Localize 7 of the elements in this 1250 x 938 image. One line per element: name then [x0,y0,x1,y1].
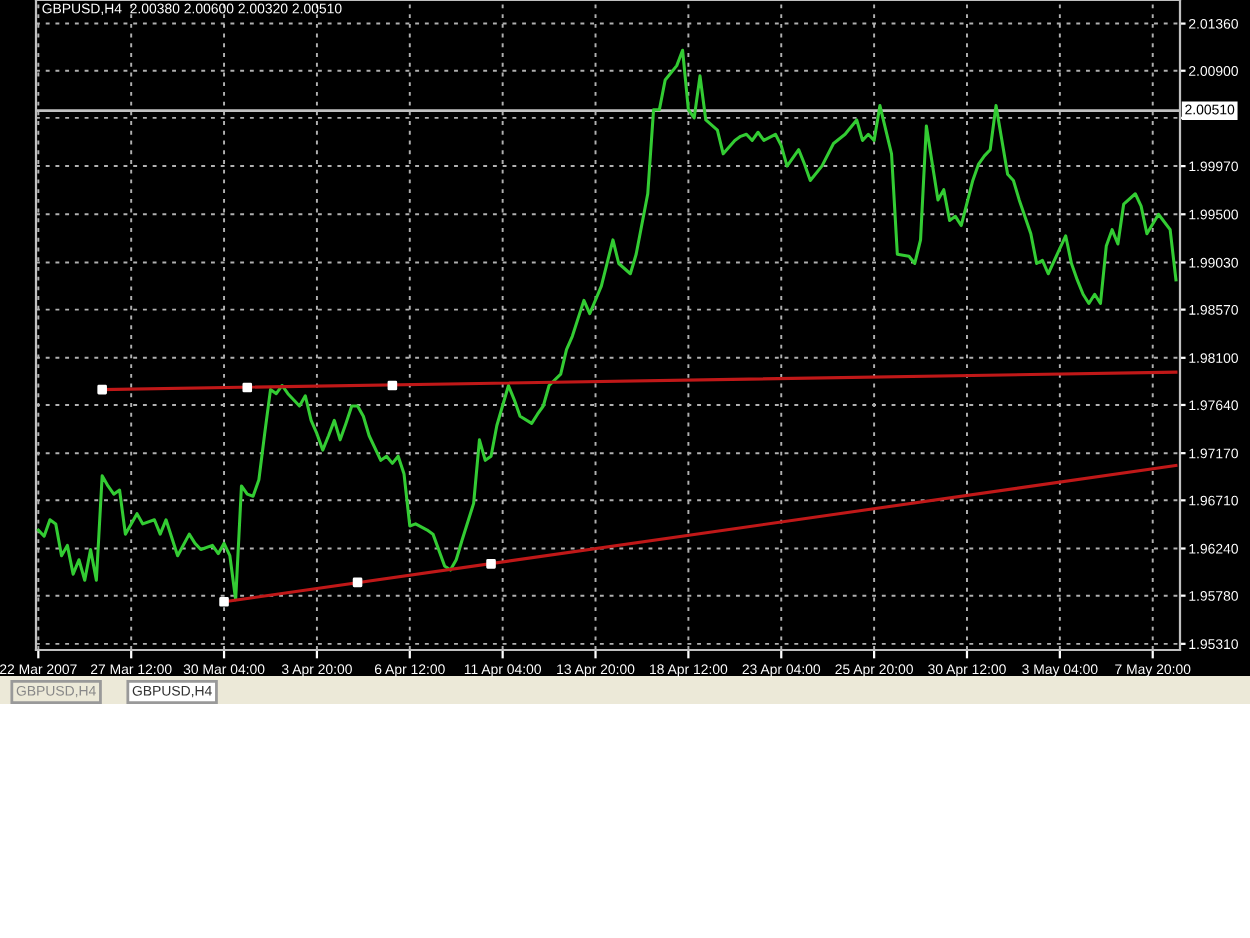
point [219,597,229,607]
line-series [36,48,1178,602]
point [97,384,107,395]
point [486,559,496,569]
point [352,577,363,588]
point [387,380,398,391]
point [242,382,253,393]
